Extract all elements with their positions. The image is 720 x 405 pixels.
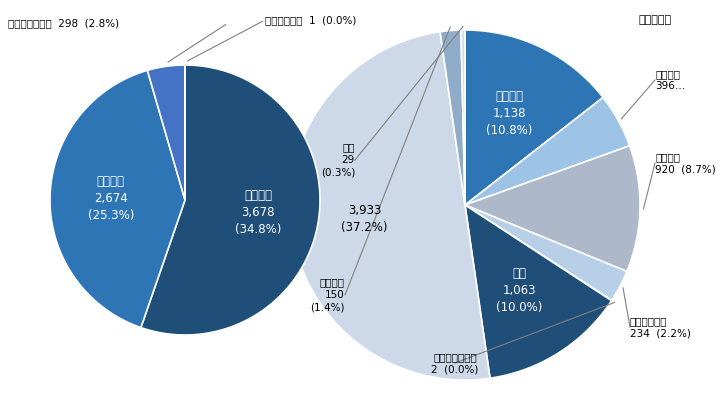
Text: 信用組合
396…: 信用組合 396… <box>655 69 685 91</box>
Text: 労働者協同組合
2  (0.0%): 労働者協同組合 2 (0.0%) <box>431 352 479 374</box>
Text: 中小企業組合
234  (2.2%): 中小企業組合 234 (2.2%) <box>630 316 691 338</box>
Text: 信用金庫
920  (8.7%): 信用金庫 920 (8.7%) <box>655 152 716 174</box>
Polygon shape <box>465 146 640 271</box>
Text: 3,933
(37.2%): 3,933 (37.2%) <box>341 205 388 234</box>
Text: 医療・福祉生協  298  (2.8%): 医療・福祉生協 298 (2.8%) <box>8 18 119 28</box>
Text: 漁協
29
(0.3%): 漁協 29 (0.3%) <box>320 143 355 177</box>
Text: 購買生協
2,674
(25.3%): 購買生協 2,674 (25.3%) <box>88 175 134 222</box>
Polygon shape <box>290 32 490 380</box>
Text: その他の生協  1  (0.0%): その他の生協 1 (0.0%) <box>265 15 356 25</box>
Text: 森林組合
150
(1.4%): 森林組合 150 (1.4%) <box>310 277 345 312</box>
Polygon shape <box>440 30 465 205</box>
Polygon shape <box>465 30 603 205</box>
Polygon shape <box>465 205 627 301</box>
Polygon shape <box>465 205 612 301</box>
Text: 労働金庫
1,138
(10.8%): 労働金庫 1,138 (10.8%) <box>487 90 533 137</box>
Text: 農協
1,063
(10.0%): 農協 1,063 (10.0%) <box>496 267 543 314</box>
Polygon shape <box>465 205 611 378</box>
Polygon shape <box>141 65 320 335</box>
Text: 共済生協
3,678
(34.8%): 共済生協 3,678 (34.8%) <box>235 189 282 236</box>
Text: 単位：万人: 単位：万人 <box>639 15 672 25</box>
Polygon shape <box>461 30 465 205</box>
Polygon shape <box>50 70 185 328</box>
Polygon shape <box>148 65 185 200</box>
Polygon shape <box>465 98 630 205</box>
